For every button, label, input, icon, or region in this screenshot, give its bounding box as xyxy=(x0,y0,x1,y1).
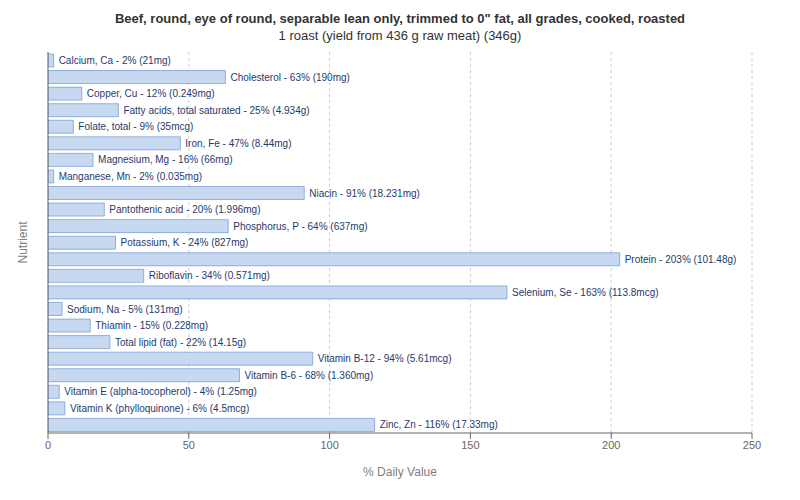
svg-text:Calcium, Ca - 2% (21mg): Calcium, Ca - 2% (21mg) xyxy=(59,55,171,66)
svg-text:Potassium, K - 24% (827mg): Potassium, K - 24% (827mg) xyxy=(121,237,249,248)
html-text:1 roast (yield from 436 g raw: 1 roast (yield from 436 g raw meat) (346… xyxy=(278,28,522,43)
svg-text:% Daily Value: % Daily Value xyxy=(363,465,437,479)
svg-text:Thiamin - 15% (0.228mg): Thiamin - 15% (0.228mg) xyxy=(95,320,208,331)
svg-text:Phosphorus, P - 64% (637mg): Phosphorus, P - 64% (637mg) xyxy=(233,221,367,232)
svg-text:Vitamin B-6 - 68% (1.360mg): Vitamin B-6 - 68% (1.360mg) xyxy=(244,370,373,381)
svg-text:250: 250 xyxy=(743,439,761,451)
svg-text:Pantothenic acid - 20% (1.996m: Pantothenic acid - 20% (1.996mg) xyxy=(109,204,260,215)
svg-text:0: 0 xyxy=(45,439,51,451)
svg-text:Magnesium, Mg - 16% (66mg): Magnesium, Mg - 16% (66mg) xyxy=(98,154,233,165)
svg-text:Cholesterol - 63% (190mg): Cholesterol - 63% (190mg) xyxy=(230,72,350,83)
svg-text:Manganese, Mn - 2% (0.035mg): Manganese, Mn - 2% (0.035mg) xyxy=(59,171,202,182)
svg-text:Total lipid (fat) - 22% (14.15: Total lipid (fat) - 22% (14.15g) xyxy=(115,337,246,348)
svg-text:Sodium, Na - 5% (131mg): Sodium, Na - 5% (131mg) xyxy=(67,304,183,315)
svg-text:Fatty acids, total saturated -: Fatty acids, total saturated - 25% (4.93… xyxy=(123,105,309,116)
html-text:Beef, round, eye of round, sep: Beef, round, eye of round, separable lea… xyxy=(114,11,686,26)
svg-text:100: 100 xyxy=(320,439,338,451)
svg-text:50: 50 xyxy=(183,439,195,451)
svg-text:Iron, Fe - 47% (8.44mg): Iron, Fe - 47% (8.44mg) xyxy=(185,138,291,149)
svg-text:150: 150 xyxy=(461,439,479,451)
svg-text:Niacin - 91% (18.231mg): Niacin - 91% (18.231mg) xyxy=(309,188,420,199)
svg-text:200: 200 xyxy=(602,439,620,451)
svg-text:Folate, total - 9% (35mcg): Folate, total - 9% (35mcg) xyxy=(78,121,193,132)
svg-text:Vitamin B-12 - 94% (5.61mcg): Vitamin B-12 - 94% (5.61mcg) xyxy=(318,353,452,364)
svg-text:Nutrient: Nutrient xyxy=(16,221,30,264)
svg-text:Zinc, Zn - 116% (17.33mg): Zinc, Zn - 116% (17.33mg) xyxy=(380,419,498,430)
svg-text:Protein - 203% (101.48g): Protein - 203% (101.48g) xyxy=(625,254,737,265)
svg-text:Riboflavin - 34% (0.571mg): Riboflavin - 34% (0.571mg) xyxy=(149,270,270,281)
svg-text:Vitamin K (phylloquinone) - 6%: Vitamin K (phylloquinone) - 6% (4.5mcg) xyxy=(70,403,249,414)
svg-text:Vitamin E (alpha-tocopherol) -: Vitamin E (alpha-tocopherol) - 4% (1.25m… xyxy=(64,386,257,397)
svg-text:Selenium, Se - 163% (113.8mcg): Selenium, Se - 163% (113.8mcg) xyxy=(512,287,659,298)
svg-text:Copper, Cu - 12% (0.249mg): Copper, Cu - 12% (0.249mg) xyxy=(87,88,215,99)
